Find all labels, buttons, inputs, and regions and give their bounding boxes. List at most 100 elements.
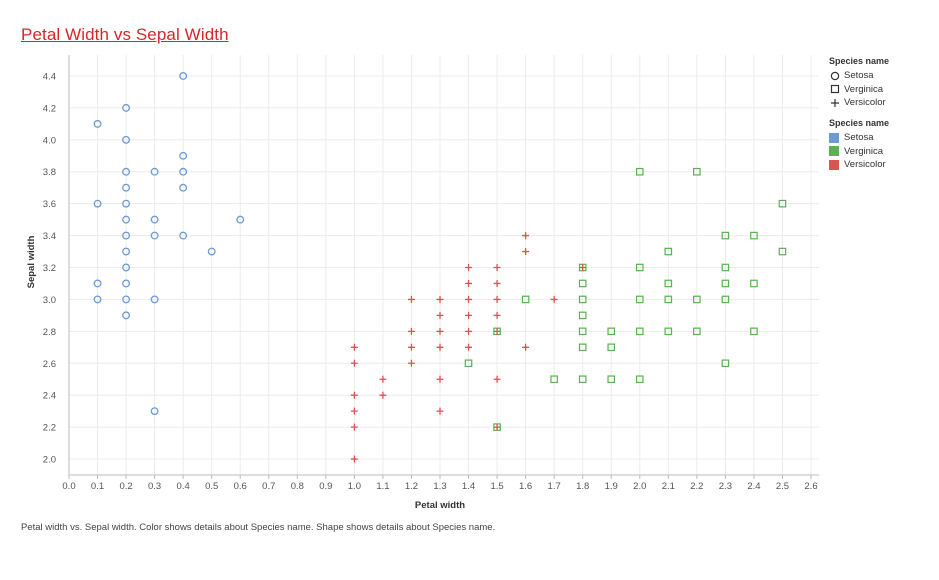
point-versicolor[interactable] — [436, 295, 444, 303]
point-versicolor[interactable] — [436, 407, 444, 415]
point-versicolor[interactable] — [493, 375, 501, 383]
point-setosa[interactable] — [122, 263, 131, 272]
point-verginica[interactable] — [607, 327, 616, 336]
point-setosa[interactable] — [122, 279, 131, 288]
point-setosa[interactable] — [122, 311, 131, 320]
point-verginica[interactable] — [778, 199, 787, 208]
point-verginica[interactable] — [664, 327, 673, 336]
point-versicolor[interactable] — [407, 295, 415, 303]
point-setosa[interactable] — [122, 103, 131, 112]
point-setosa[interactable] — [122, 247, 131, 256]
point-versicolor[interactable] — [579, 264, 587, 271]
legend-item-setosa-shape[interactable]: Setosa — [829, 69, 889, 83]
point-verginica[interactable] — [664, 247, 673, 256]
point-versicolor[interactable] — [493, 264, 501, 271]
point-versicolor[interactable] — [379, 375, 387, 383]
point-versicolor[interactable] — [550, 295, 558, 303]
point-setosa[interactable] — [93, 119, 102, 128]
point-versicolor[interactable] — [407, 327, 415, 335]
point-versicolor[interactable] — [350, 455, 358, 463]
point-verginica[interactable] — [750, 231, 758, 240]
point-versicolor[interactable] — [493, 295, 501, 303]
point-verginica[interactable] — [578, 343, 587, 352]
point-verginica[interactable] — [664, 279, 673, 288]
point-verginica[interactable] — [550, 375, 558, 384]
point-setosa[interactable] — [150, 231, 159, 240]
point-versicolor[interactable] — [465, 327, 473, 335]
point-setosa[interactable] — [179, 151, 188, 160]
point-versicolor[interactable] — [436, 343, 444, 351]
point-verginica[interactable] — [778, 247, 787, 256]
point-setosa[interactable] — [93, 279, 102, 288]
point-versicolor[interactable] — [493, 311, 501, 319]
point-versicolor[interactable] — [465, 343, 473, 351]
point-verginica[interactable] — [578, 327, 587, 336]
point-verginica[interactable] — [635, 375, 644, 384]
point-verginica[interactable] — [578, 311, 587, 320]
point-versicolor[interactable] — [522, 343, 530, 351]
point-setosa[interactable] — [93, 295, 102, 304]
point-versicolor[interactable] — [350, 407, 358, 415]
point-verginica[interactable] — [464, 359, 473, 368]
point-versicolor[interactable] — [465, 264, 473, 271]
point-setosa[interactable] — [150, 215, 159, 224]
point-versicolor[interactable] — [350, 423, 358, 431]
point-versicolor[interactable] — [493, 327, 501, 335]
point-versicolor[interactable] — [407, 343, 415, 351]
point-setosa[interactable] — [93, 199, 102, 208]
point-setosa[interactable] — [122, 199, 131, 208]
point-verginica[interactable] — [750, 279, 758, 288]
point-versicolor[interactable] — [522, 248, 530, 256]
point-setosa[interactable] — [122, 215, 131, 224]
point-setosa[interactable] — [122, 231, 131, 240]
point-verginica[interactable] — [635, 167, 644, 176]
point-setosa[interactable] — [122, 135, 131, 144]
point-setosa[interactable] — [179, 72, 188, 80]
point-verginica[interactable] — [664, 295, 673, 304]
point-versicolor[interactable] — [350, 391, 358, 399]
legend-item-versicolor-shape[interactable]: Versicolor — [829, 96, 889, 110]
point-versicolor[interactable] — [493, 423, 501, 431]
point-setosa[interactable] — [122, 295, 131, 304]
point-verginica[interactable] — [607, 375, 616, 384]
legend-item-verginica-shape[interactable]: Verginica — [829, 83, 889, 97]
point-verginica[interactable] — [721, 279, 730, 288]
point-setosa[interactable] — [207, 247, 216, 256]
point-versicolor[interactable] — [465, 279, 473, 287]
point-setosa[interactable] — [179, 167, 188, 176]
point-versicolor[interactable] — [350, 359, 358, 367]
point-setosa[interactable] — [122, 167, 131, 176]
point-setosa[interactable] — [179, 231, 188, 240]
point-verginica[interactable] — [578, 375, 587, 384]
point-versicolor[interactable] — [465, 311, 473, 319]
point-verginica[interactable] — [635, 263, 644, 272]
point-verginica[interactable] — [693, 167, 701, 176]
point-setosa[interactable] — [150, 407, 159, 416]
point-versicolor[interactable] — [436, 311, 444, 319]
point-verginica[interactable] — [693, 295, 701, 304]
point-verginica[interactable] — [521, 295, 530, 304]
point-setosa[interactable] — [179, 183, 188, 192]
point-versicolor[interactable] — [379, 391, 387, 399]
point-setosa[interactable] — [150, 295, 159, 304]
point-versicolor[interactable] — [522, 232, 530, 240]
point-versicolor[interactable] — [436, 327, 444, 335]
point-verginica[interactable] — [721, 359, 730, 368]
point-verginica[interactable] — [750, 327, 758, 336]
point-setosa[interactable] — [122, 183, 131, 192]
point-setosa[interactable] — [236, 215, 245, 224]
point-verginica[interactable] — [607, 343, 616, 352]
legend-item-verginica-color[interactable]: Verginica — [829, 145, 889, 159]
point-versicolor[interactable] — [493, 279, 501, 287]
point-versicolor[interactable] — [465, 295, 473, 303]
point-verginica[interactable] — [635, 295, 644, 304]
point-verginica[interactable] — [721, 231, 730, 240]
point-verginica[interactable] — [693, 327, 701, 336]
point-verginica[interactable] — [578, 279, 587, 288]
point-versicolor[interactable] — [407, 359, 415, 367]
point-verginica[interactable] — [635, 327, 644, 336]
point-setosa[interactable] — [150, 167, 159, 176]
point-verginica[interactable] — [721, 295, 730, 304]
legend-item-setosa-color[interactable]: Setosa — [829, 131, 889, 145]
point-versicolor[interactable] — [436, 375, 444, 383]
